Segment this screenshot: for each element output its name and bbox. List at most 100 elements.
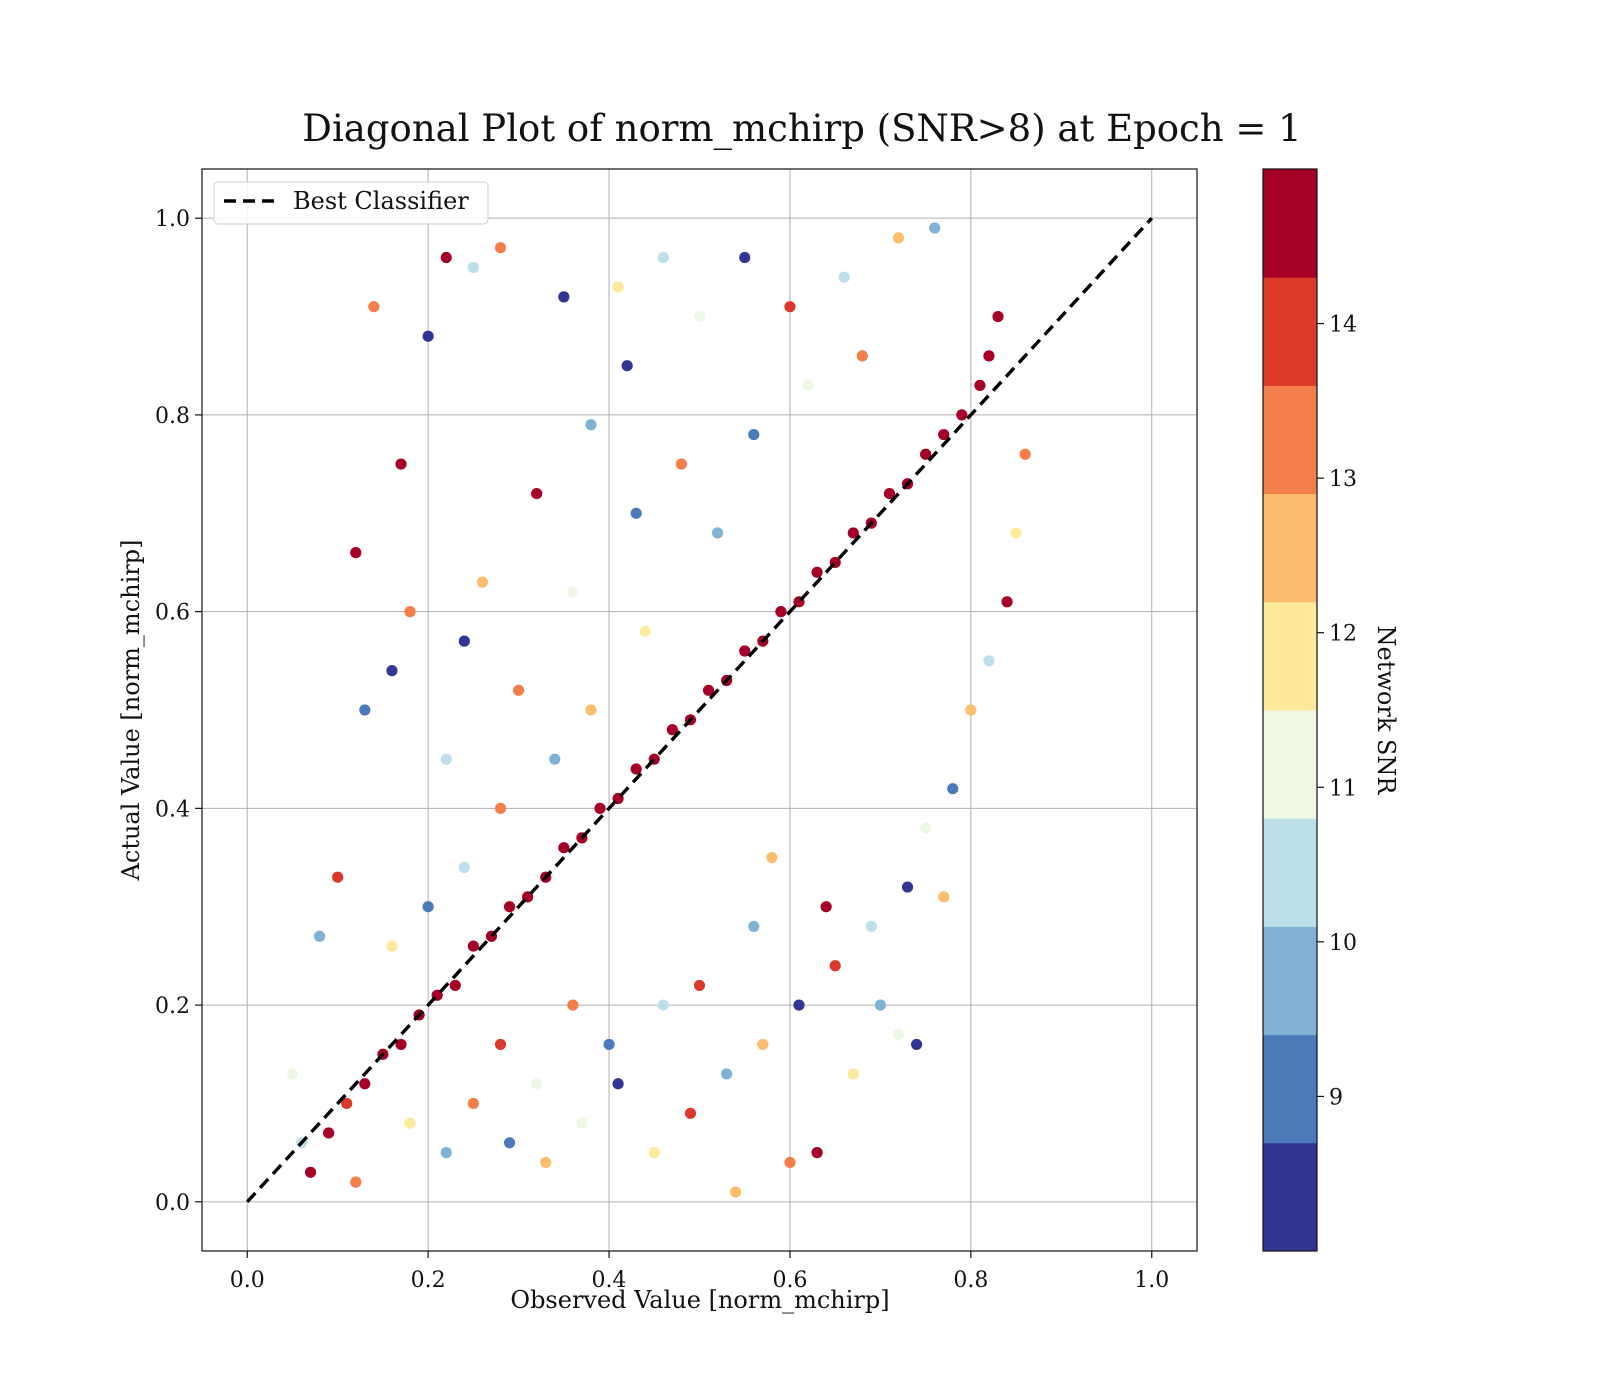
colorbar-segment: [1263, 385, 1317, 495]
colorbar-segment: [1263, 601, 1317, 711]
scatter-point: [920, 448, 932, 460]
scatter-point: [332, 871, 344, 883]
plot-frame: [201, 168, 1198, 1252]
y-tick-label: 0.4: [155, 797, 190, 822]
x-tick-label: 0.2: [411, 1268, 446, 1293]
scatter-point: [748, 428, 760, 441]
colorbar-segment: [1263, 169, 1317, 278]
scatter-point: [784, 301, 796, 313]
colorbar-label: Network SNR: [1372, 626, 1400, 796]
scatter-point: [567, 999, 579, 1011]
scatter-point: [992, 310, 1004, 323]
y-tick-label: 1.0: [155, 207, 190, 232]
scatter-point: [467, 261, 479, 273]
scatter-point: [910, 1038, 923, 1051]
colorbar: 9 10 11 12 13 14: [1262, 168, 1357, 1252]
best-classifier-line: [245, 217, 1154, 1203]
scatter-point: [947, 783, 959, 795]
x-tick-label: 0.0: [230, 1268, 265, 1293]
colorbar-tick-label: 13: [1329, 467, 1357, 492]
scatter-point: [531, 488, 543, 500]
scatter-point: [304, 1166, 317, 1178]
scatter-point: [693, 310, 706, 323]
scatter-point: [648, 1147, 660, 1159]
y-axis-label: Actual Value [norm_mchirp]: [117, 540, 145, 882]
scatter-point: [730, 1186, 742, 1198]
scatter-point: [929, 222, 941, 234]
scatter-point: [793, 999, 805, 1011]
x-tick-label: 0.6: [772, 1268, 807, 1293]
scatter-point: [440, 753, 452, 765]
scatter-point: [440, 251, 452, 264]
scatter-point: [494, 242, 507, 254]
scatter-point: [567, 586, 579, 598]
scatter-point: [639, 625, 651, 637]
scatter-point: [612, 281, 624, 293]
scatter-point: [368, 301, 380, 313]
scatter-point: [739, 251, 751, 264]
scatter-point: [766, 851, 778, 864]
scatter-point: [603, 1038, 615, 1051]
x-tick-label: 1.0: [1134, 1268, 1169, 1293]
colorbar-segment: [1263, 710, 1317, 819]
scatter-point: [386, 665, 398, 677]
x-tick-label: 0.8: [953, 1268, 988, 1293]
scatter-point: [440, 1147, 452, 1159]
scatter-point: [811, 1147, 823, 1159]
chart-title: Diagonal Plot of norm_mchirp (SNR>8) at …: [302, 107, 1301, 151]
scatter-point: [313, 930, 326, 942]
y-tick-label: 0.6: [155, 601, 190, 626]
scatter-point: [630, 763, 642, 775]
scatter-point: [1010, 527, 1022, 539]
scatter-point: [892, 1029, 905, 1041]
scatter-point: [585, 704, 597, 716]
scatter-point: [739, 645, 751, 657]
scatter-point: [702, 684, 715, 696]
scatter-point: [512, 684, 525, 696]
scatter-point: [874, 999, 887, 1011]
scatter-point: [1001, 596, 1013, 608]
scatter-point: [467, 1097, 479, 1110]
scatter-point: [956, 409, 968, 421]
scatter-point: [386, 940, 398, 952]
scatter-point: [666, 724, 678, 736]
scatter-point: [404, 1117, 416, 1129]
scatter-point: [350, 547, 362, 559]
scatter-point: [549, 753, 561, 765]
scatter-point: [630, 507, 642, 519]
scatter-point: [748, 920, 760, 933]
scatter-point: [1019, 448, 1031, 460]
scatter-point: [395, 458, 407, 470]
scatter-point: [494, 802, 507, 814]
scatter-point: [784, 1156, 796, 1169]
scatter-point: [449, 979, 461, 992]
colorbar-segment: [1263, 818, 1317, 927]
scatter-point: [711, 527, 724, 539]
scatter-point: [757, 1038, 769, 1051]
scatter-point: [594, 802, 606, 814]
scatter-point: [983, 350, 995, 362]
scatter-point: [395, 1038, 407, 1051]
y-axis: 0.0 0.2 0.4 0.6 0.8 1.0: [155, 207, 202, 1216]
scatter-point: [892, 232, 905, 244]
scatter-point: [920, 822, 932, 834]
y-tick-label: 0.8: [155, 404, 190, 429]
x-axis-label: Observed Value [norm_mchirp]: [510, 1286, 889, 1314]
scatter-point: [585, 419, 597, 431]
scatter-point: [494, 1038, 507, 1051]
colorbar-frame: [1262, 168, 1318, 1252]
x-axis: 0.0 0.2 0.4 0.6 0.8 1.0: [230, 1251, 1169, 1293]
colorbar-segment: [1263, 493, 1317, 603]
scatter-point: [657, 999, 669, 1011]
colorbar-tick-label: 14: [1329, 313, 1357, 338]
scatter-point: [350, 1176, 362, 1188]
scatter-point: [612, 1078, 624, 1090]
scatter-point: [820, 901, 832, 913]
scatter-point: [576, 1117, 588, 1129]
colorbar-tick-label: 9: [1329, 1085, 1343, 1110]
colorbar-segment: [1263, 277, 1317, 386]
scatter-point: [467, 940, 479, 952]
y-tick-label: 0.0: [155, 1191, 190, 1216]
colorbar-tick-label: 10: [1329, 931, 1357, 956]
